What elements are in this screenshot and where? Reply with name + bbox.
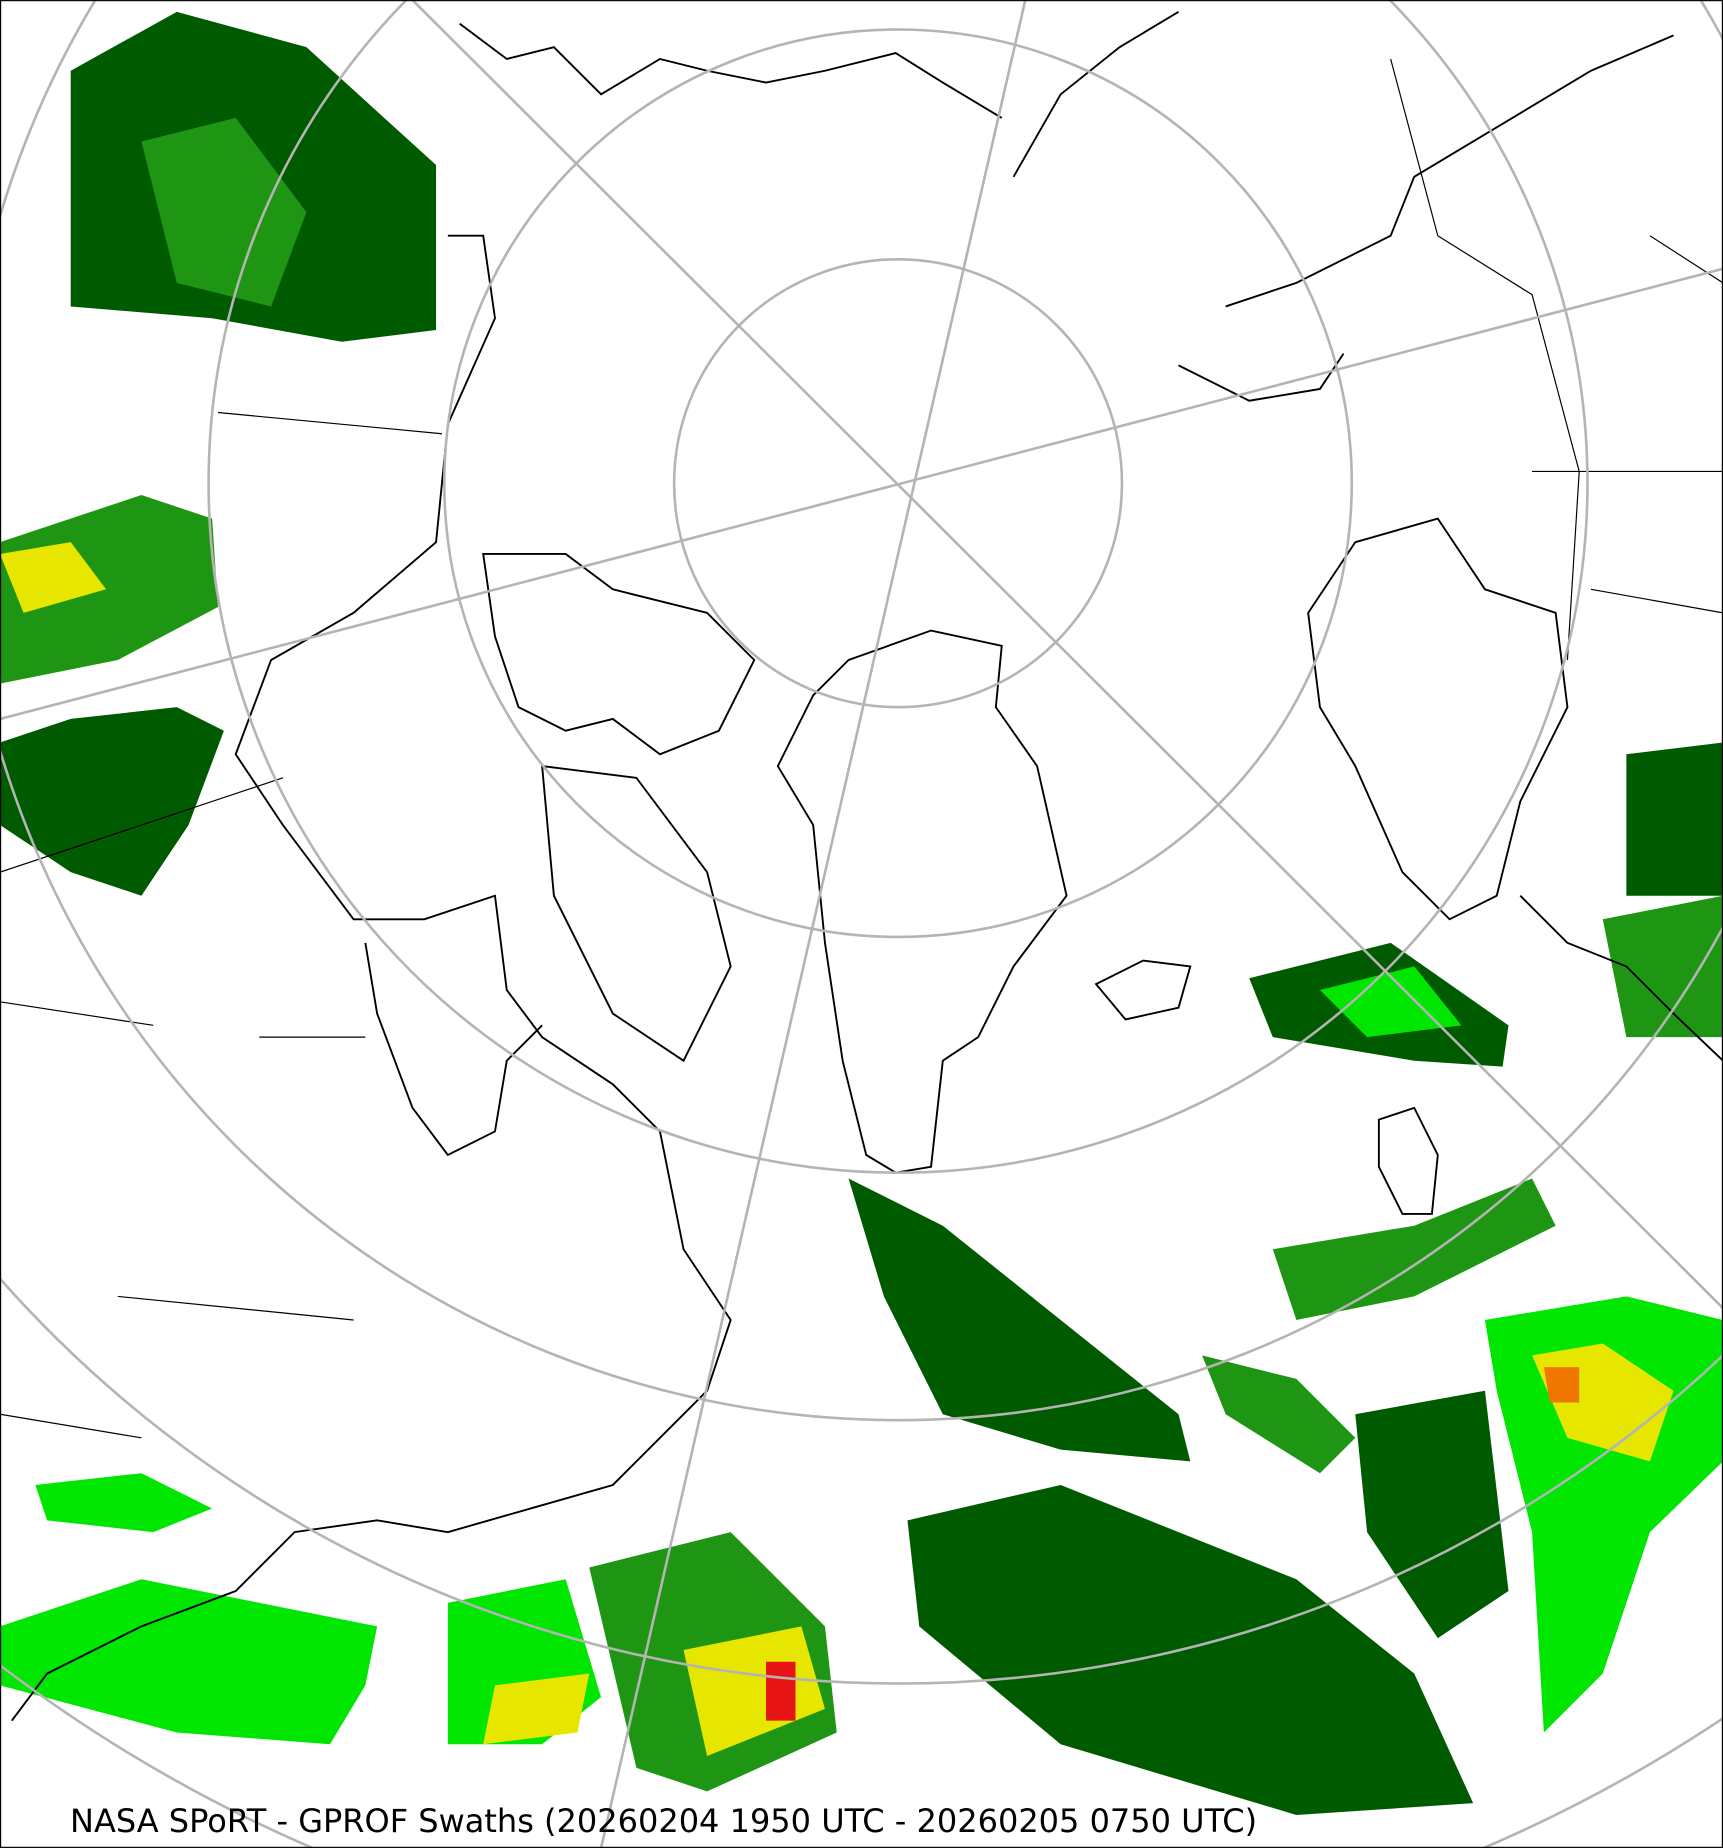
meridian-line [0,267,1723,721]
hudson-bay-coastline [364,942,543,1157]
north-america-coastline [11,234,732,1722]
precip-core [1543,1367,1580,1403]
british-isles-coastline [1377,1106,1439,1215]
precip-core [141,117,307,307]
latitude-circle-40 [0,1277,1723,1685]
precip-core [1319,966,1462,1038]
latitude-circle-30 [0,1664,1723,1848]
precip-core [766,1661,796,1721]
precip-swath-us-east [0,1579,378,1745]
precip-swath [1602,895,1723,1038]
precip-swath-atlantic [907,1484,1474,1815]
map-caption: NASA SPoRT - GPROF Swaths (20260204 1950… [70,1802,1258,1840]
precip-core [483,1673,590,1745]
latitude-circle-80 [672,258,1124,709]
meridian-line [411,0,1723,1310]
precip-swath [35,1473,213,1533]
borders [0,58,1723,1439]
precip-swath-russia [1626,742,1723,896]
latitude-circle-50 [0,0,1723,1422]
precip-swath [1355,1390,1509,1639]
scandinavia-coastline [1307,517,1569,921]
precipitation-swaths [0,11,1723,1815]
greenland-coastline [776,629,1068,1174]
precip-swath-pacific [0,707,224,896]
precip-swath-labrador-sea [848,1178,1191,1462]
meridian-line [599,0,1027,1848]
precip-swath-north-sea [1272,1178,1556,1320]
precip-swath [1202,1355,1356,1474]
precip-core [683,1626,825,1757]
eurasia-coastline [1012,11,1723,1062]
precip-core [0,542,107,613]
iceland-coastline [1094,959,1192,1021]
canadian-archipelago-coastline [482,553,756,1063]
latitude-circle-60 [207,0,1589,1174]
precip-swath-bc [0,495,219,684]
latitude-circle-70 [443,28,1354,939]
alaska-coastline [459,22,1003,119]
